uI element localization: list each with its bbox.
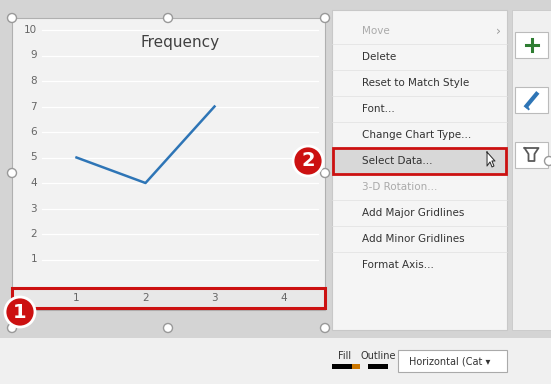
Polygon shape: [332, 10, 507, 330]
Polygon shape: [332, 364, 352, 369]
Text: Fill: Fill: [338, 351, 352, 361]
Circle shape: [8, 169, 17, 177]
Circle shape: [321, 13, 329, 23]
Circle shape: [5, 297, 35, 327]
Polygon shape: [398, 350, 507, 372]
Polygon shape: [515, 32, 548, 58]
Text: 9: 9: [30, 51, 37, 61]
Text: Format Axis...: Format Axis...: [362, 260, 434, 270]
Text: Delete: Delete: [362, 52, 396, 62]
Circle shape: [293, 146, 323, 176]
Text: Outline: Outline: [360, 351, 396, 361]
Text: Reset to Match Style: Reset to Match Style: [362, 78, 469, 88]
Text: Change Chart Type...: Change Chart Type...: [362, 130, 471, 140]
Circle shape: [8, 13, 17, 23]
Polygon shape: [12, 288, 325, 308]
Polygon shape: [0, 338, 551, 384]
Circle shape: [8, 323, 17, 333]
Text: 1: 1: [30, 255, 37, 265]
Polygon shape: [487, 152, 495, 167]
Text: 7: 7: [30, 101, 37, 111]
Circle shape: [164, 323, 172, 333]
Text: Font...: Font...: [362, 104, 395, 114]
Text: 3-D Rotation...: 3-D Rotation...: [362, 182, 437, 192]
Polygon shape: [352, 364, 360, 369]
Circle shape: [544, 157, 551, 166]
Text: 10: 10: [24, 25, 37, 35]
Text: 3: 3: [211, 293, 218, 303]
Text: 5: 5: [30, 152, 37, 162]
Text: 8: 8: [30, 76, 37, 86]
Text: 1: 1: [13, 303, 27, 321]
Text: 2: 2: [142, 293, 149, 303]
Text: 4: 4: [280, 293, 287, 303]
Polygon shape: [368, 364, 388, 369]
Text: Horizontal (Cat ▾: Horizontal (Cat ▾: [409, 356, 491, 366]
Polygon shape: [515, 87, 548, 113]
Polygon shape: [333, 148, 506, 174]
Polygon shape: [512, 10, 551, 330]
Text: ›: ›: [496, 25, 501, 38]
Text: Select Data...: Select Data...: [362, 156, 433, 166]
Text: 2: 2: [30, 229, 37, 239]
Text: 1: 1: [73, 293, 80, 303]
Circle shape: [321, 169, 329, 177]
Text: 2: 2: [301, 152, 315, 170]
Polygon shape: [515, 142, 548, 168]
Text: 3: 3: [30, 204, 37, 214]
Text: Move: Move: [362, 26, 390, 36]
Text: 4: 4: [30, 178, 37, 188]
Text: 6: 6: [30, 127, 37, 137]
Text: Add Minor Gridlines: Add Minor Gridlines: [362, 234, 464, 244]
Circle shape: [164, 13, 172, 23]
Text: Add Major Gridlines: Add Major Gridlines: [362, 208, 464, 218]
Circle shape: [321, 323, 329, 333]
Text: Frequency: Frequency: [141, 35, 219, 50]
Polygon shape: [12, 18, 325, 310]
